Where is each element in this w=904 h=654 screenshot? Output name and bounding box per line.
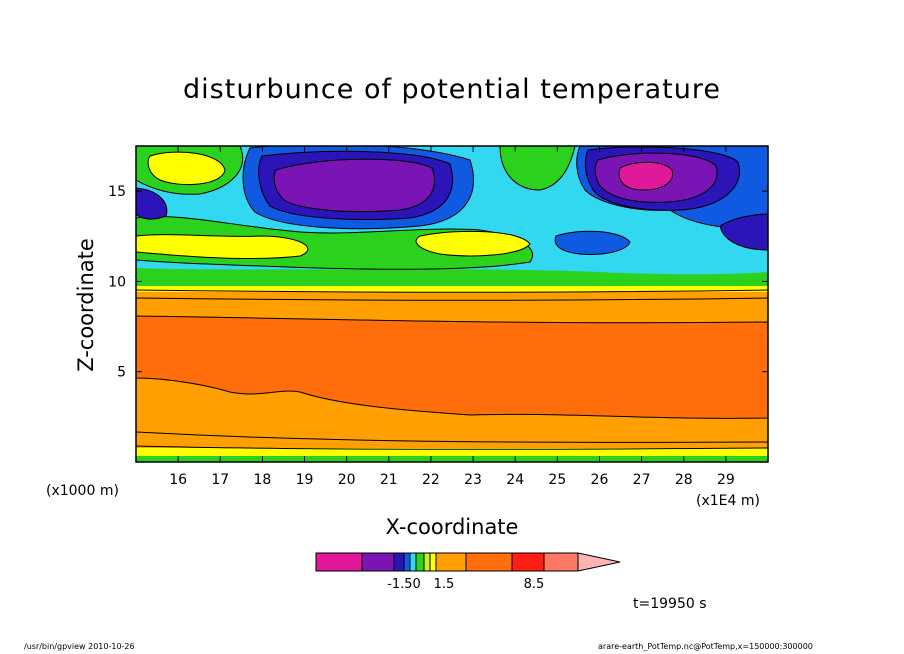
x-tick-label: 20 bbox=[338, 472, 356, 488]
chart-title: disturbunce of potential temperature bbox=[183, 74, 721, 105]
colorbar-label: 1.5 bbox=[434, 577, 455, 592]
colorbar-segment bbox=[393, 552, 405, 572]
colorbar-segment bbox=[361, 552, 395, 572]
x-tick-label: 24 bbox=[506, 472, 524, 488]
y-tick-label: 10 bbox=[108, 274, 126, 290]
x-tick-label: 26 bbox=[591, 472, 609, 488]
time-label: t=19950 s bbox=[633, 596, 707, 612]
colorbar-segment bbox=[543, 552, 579, 572]
y-axis-ticks: 5 10 15 bbox=[108, 184, 768, 381]
colorbar-segment bbox=[415, 552, 425, 572]
colorbar-arrow bbox=[577, 552, 621, 572]
x-tick-label: 27 bbox=[633, 472, 651, 488]
x-tick-label: 23 bbox=[464, 472, 482, 488]
x-axis-label: X-coordinate bbox=[385, 515, 519, 539]
x-axis-ticks: 16 17 18 19 20 21 22 23 24 25 26 27 28 29 bbox=[169, 146, 735, 488]
x-tick-label: 28 bbox=[675, 472, 693, 488]
x-tick-label: 29 bbox=[717, 472, 735, 488]
footer-command: /usr/bin/gpview 2010-10-26 bbox=[24, 642, 135, 651]
contour-green-transition bbox=[136, 268, 768, 286]
y-tick-label: 5 bbox=[117, 365, 126, 381]
contour-blue-right-edge bbox=[719, 213, 768, 251]
contour-purple-upper-center bbox=[273, 158, 435, 213]
colorbar-segment bbox=[435, 552, 467, 572]
colorbar-segment bbox=[409, 552, 417, 572]
x-tick-label: 19 bbox=[296, 472, 314, 488]
contour-line-transition-1 bbox=[136, 289, 768, 293]
colorbar-label: 8.5 bbox=[524, 577, 545, 592]
colorbar-segment bbox=[465, 552, 513, 572]
contour-line-transition-2 bbox=[136, 297, 768, 301]
contour-yellow-top-left bbox=[147, 151, 226, 186]
y-tick-label: 15 bbox=[108, 184, 126, 200]
x-tick-label: 22 bbox=[422, 472, 440, 488]
contour-green-top-center bbox=[499, 146, 576, 191]
x-tick-label: 17 bbox=[211, 472, 229, 488]
colorbar-label: -1.50 bbox=[387, 577, 421, 592]
colorbar-segment bbox=[429, 552, 437, 572]
colorbar-segment bbox=[511, 552, 545, 572]
colorbar: -1.50 1.5 8.5 bbox=[315, 552, 621, 592]
contour-magenta-upper-right bbox=[618, 161, 674, 191]
contour-blue-left bbox=[136, 187, 168, 220]
contour-line-lower-1 bbox=[136, 431, 768, 443]
colorbar-segment bbox=[403, 552, 411, 572]
contour-yellow-patch-1 bbox=[136, 234, 309, 260]
x-tick-label: 21 bbox=[380, 472, 398, 488]
colorbar-segment bbox=[423, 552, 431, 572]
x-unit-right-label: (x1E4 m) bbox=[696, 493, 760, 509]
x-tick-label: 18 bbox=[253, 472, 271, 488]
x-unit-left-label: (x1000 m) bbox=[46, 483, 119, 499]
contour-yellow-patch-2 bbox=[415, 230, 531, 257]
footer-source: arare-earth_PotTemp.nc@PotTemp,x=150000:… bbox=[598, 642, 813, 651]
x-tick-label: 16 bbox=[169, 472, 187, 488]
contour-green-bottom-strip bbox=[136, 456, 768, 462]
x-tick-label: 25 bbox=[548, 472, 566, 488]
contour-line-lower-2 bbox=[136, 445, 768, 450]
colorbar-segment bbox=[315, 552, 363, 572]
contour-blue-center-right bbox=[554, 230, 631, 255]
contour-field bbox=[136, 146, 768, 462]
contour-deep-orange-core bbox=[136, 315, 768, 419]
plot-frame bbox=[135, 145, 769, 463]
